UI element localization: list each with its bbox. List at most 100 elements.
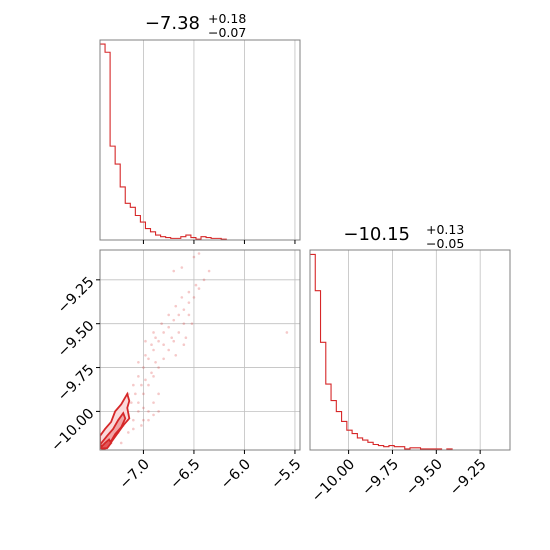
scatter-point [162,343,165,347]
scatter-point [167,348,170,352]
scatter-point [132,427,135,431]
scatter-point [207,269,211,273]
grid-bottom-left [100,250,300,450]
scatter-point [144,353,147,357]
x-tick-label: −10.00 [309,456,358,505]
scatter-point [152,331,155,334]
title-upper-error-top-left: +0.18 [208,11,246,26]
scatter-point [187,301,191,304]
axes-frame-bottom-right [309,249,511,451]
histogram-step-top-left [100,43,300,241]
scatter-point [202,278,206,282]
scatter-point [132,418,135,422]
scatter-point [134,392,137,396]
scatter-point [177,331,181,334]
axes-frame-top-left [99,39,301,241]
title-top-left: −7.38 +0.18 −0.07 [145,11,247,40]
scatter-point [180,296,184,299]
y-ticks-bottom-left: −9.25−9.50−9.75−10.00 [48,274,100,455]
scatter-point [132,383,135,387]
scatter-point [137,360,140,364]
scatter-point [197,252,201,255]
scatter-point [182,308,186,311]
x-tick-label: −9.75 [359,456,402,499]
title-lower-error-bottom-right: −0.05 [426,236,464,251]
histogram-step-line [100,43,300,241]
y-tick-label: −9.75 [55,362,98,405]
scatter-point [182,343,186,347]
x-tick-label: −7.0 [117,456,153,492]
scatter-point [130,401,133,404]
scatter-point [162,357,165,361]
scatter-point [154,336,157,340]
scatter-point [192,255,196,259]
scatter-point [144,339,147,343]
scatter-point [192,296,196,299]
axes-frame-bottom-left [99,249,301,451]
scatter-point [150,371,153,375]
scatter-point [154,360,157,364]
scatter-point [152,413,155,417]
scatter-point [137,401,140,404]
scatter-point [142,392,145,396]
scatter-point [190,322,194,325]
scatter-point [157,366,160,369]
scatter-point [187,290,191,294]
scatter-point [157,339,160,343]
scatter-point [177,313,181,317]
x-ticks-bottom-left: −7.0 −6.5 −6.0 −5.5 [117,450,305,493]
scatter-point [180,266,184,269]
title-lower-error-top-left: −0.07 [208,25,246,40]
scatter-point [162,331,165,334]
scatter-point [167,325,170,329]
grid-bottom-right [348,250,481,450]
scatter-point [197,287,201,290]
scatter-point [157,410,160,413]
scatter-point [152,348,155,352]
x-ticks-top-left [142,240,296,244]
scatter-point [142,366,145,369]
scatter-point [137,410,140,413]
grid-top-left [143,40,296,240]
scatter-point [172,339,176,343]
scatter-point [187,313,191,317]
scatter-point [194,283,198,287]
title-value-bottom-right: −10.15 [343,224,410,245]
x-tick-label: −6.5 [167,456,203,492]
x-tick-label: −5.5 [268,456,304,492]
y-tick-label: −9.25 [55,274,98,317]
scatter-bottom-left: −7.0 −6.5 −6.0 −5.5 −9.25−9.50−9.75−10.00 [48,249,305,493]
scatter-point [147,383,150,387]
scatter-point [140,383,143,387]
scatter-point [182,322,186,325]
scatter-point [157,392,160,396]
scatter-point [167,313,170,317]
scatter-point [126,431,130,434]
scatter-point [119,441,123,445]
scatter-point [160,322,163,325]
scatter-point [147,357,150,361]
scatter-point [184,336,188,340]
y-tick-label: −10.00 [48,406,97,455]
scatter-point [150,343,153,347]
x-tick-label: −6.0 [218,456,254,492]
scatter-point [137,375,140,378]
scatter-point [152,375,155,378]
density-contours-bottom-left [100,391,131,450]
x-tick-label: −9.50 [403,456,446,499]
scatter-point [147,410,150,413]
y-tick-label: −9.50 [55,318,98,361]
scatter-point [285,331,289,334]
title-bottom-right: −10.15 +0.13 −0.05 [343,222,464,251]
scatter-point [174,353,178,357]
histogram-top-left: −7.38 +0.18 −0.07 [99,11,301,244]
x-ticks-bottom-right: −10.00 −9.75 −9.50 −9.25 [309,450,490,506]
scatter-point [170,336,174,340]
x-tick-label: −9.25 [447,456,490,499]
scatter-point [142,418,145,422]
contour-level [100,438,113,450]
scatter-points-bottom-left [106,252,289,448]
scatter-point [152,401,155,404]
scatter-point [142,406,145,410]
